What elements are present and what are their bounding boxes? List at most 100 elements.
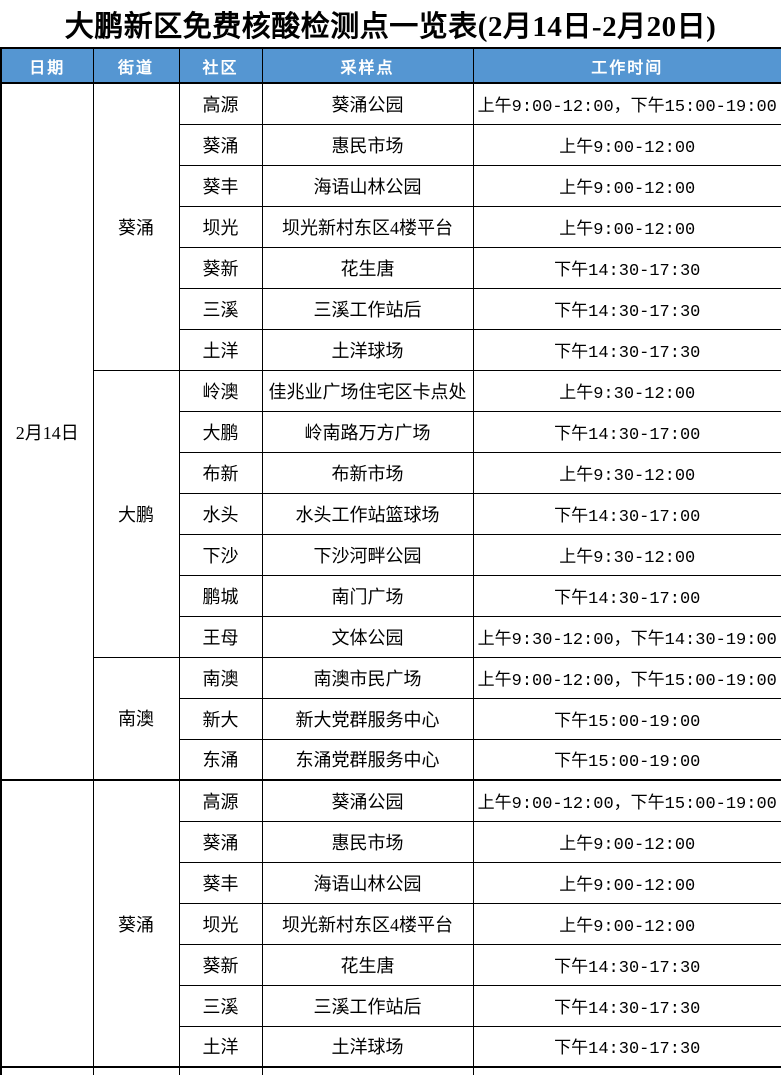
community-cell: 大鹏 <box>178 410 263 453</box>
street-cell: 南澳 <box>92 656 180 781</box>
table-row: 布新 布新市场 上午9:30-12:00 <box>1 451 781 494</box>
hours-cell: 下午14:30-17:30 <box>472 328 781 371</box>
community-cell: 坝光 <box>178 902 263 945</box>
table-row: 大鹏 岭南路万方广场 下午14:30-17:00 <box>1 410 781 453</box>
community-cell: 葵新 <box>178 943 263 986</box>
hours-cell: 上午9:00-12:00，下午15:00-19:00 <box>472 82 781 125</box>
site-cell: 花生唐 <box>261 246 474 289</box>
community-cell: 坝光 <box>178 205 263 248</box>
site-cell: 新大党群服务中心 <box>261 697 474 740</box>
date-cell <box>0 1066 94 1075</box>
table-row: 2月14日 葵涌 高源 葵涌公园 上午9:00-12:00，下午15:00-19:00 <box>0 82 781 781</box>
table-row: 大鹏 岭澳 佳兆业广场住宅区卡点处 上午9:30-12:00 <box>1 369 781 658</box>
site-cell: 三溪工作站后 <box>261 287 474 330</box>
community-cell: 土洋 <box>178 1025 263 1068</box>
hours-cell: 下午14:30-17:00 <box>472 492 781 535</box>
site-cell: 惠民市场 <box>261 123 474 166</box>
site-cell: 葵涌公园 <box>261 82 474 125</box>
table-row: 土洋 土洋球场 下午14:30-17:30 <box>1 328 781 371</box>
hours-cell: 上午9:00-12:00 <box>472 861 781 904</box>
hours-cell: 下午14:30-17:30 <box>472 1025 781 1068</box>
site-cell: 东涌党群服务中心 <box>261 738 474 781</box>
hours-cell: 上午9:30-12:00，下午14:30-19:00 <box>472 615 781 658</box>
site-cell: 南门广场 <box>261 574 474 617</box>
site-cell: 惠民市场 <box>261 820 474 863</box>
table-row: 土洋 土洋球场 下午14:30-17:30 <box>1 1025 781 1068</box>
street-cell: 葵涌 <box>92 779 180 1068</box>
table-row: 王母 文体公园 上午9:30-12:00，下午14:30-19:00 <box>1 615 781 658</box>
table-row: 葵新 花生唐 下午14:30-17:30 <box>1 943 781 986</box>
table-row: 葵涌 高源 葵涌公园 上午9:00-12:00，下午15:00-19:00 <box>0 779 781 1068</box>
community-cell: 三溪 <box>178 287 263 330</box>
community-cell: 水头 <box>178 492 263 535</box>
testing-sites-table: 日期 街道 社区 采样点 工作时间 2月14日 葵涌 高源 葵涌公园 上午9:00-12… <box>0 47 781 1075</box>
column-header-site: 采样点 <box>261 47 474 84</box>
site-cell: 文体公园 <box>261 615 474 658</box>
hours-cell: 上午9:00-12:00 <box>472 205 781 248</box>
hours-cell: 下午15:00-19:00 <box>472 738 781 781</box>
hours-cell: 上午9:00-12:00 <box>472 902 781 945</box>
site-cell: 海语山林公园 <box>261 164 474 207</box>
site-cell: 花生唐 <box>261 943 474 986</box>
hours-cell: 上午9:00-12:00，下午15:00-19:00 <box>472 779 781 822</box>
site-cell: 土洋球场 <box>261 328 474 371</box>
site-cell: 下沙河畔公园 <box>261 533 474 576</box>
community-cell: 土洋 <box>178 328 263 371</box>
table-row: 下沙 下沙河畔公园 上午9:30-12:00 <box>1 533 781 576</box>
date-cell <box>0 779 94 1068</box>
table-row: 葵新 花生唐 下午14:30-17:30 <box>1 246 781 289</box>
hours-cell: 上午9:00-12:00 <box>472 820 781 863</box>
hours-cell <box>472 1066 781 1075</box>
site-cell: 三溪工作站后 <box>261 984 474 1027</box>
hours-cell: 上午9:30-12:00 <box>472 533 781 576</box>
column-header-hours: 工作时间 <box>472 47 781 84</box>
community-cell <box>178 1066 263 1075</box>
site-cell: 坝光新村东区4楼平台 <box>261 902 474 945</box>
table-row: 坝光 坝光新村东区4楼平台 上午9:00-12:00 <box>1 902 781 945</box>
site-cell: 佳兆业广场住宅区卡点处 <box>261 369 474 412</box>
community-cell: 王母 <box>178 615 263 658</box>
hours-cell: 上午9:30-12:00 <box>472 369 781 412</box>
community-cell: 岭澳 <box>178 369 263 412</box>
header-row: 日期 街道 社区 采样点 工作时间 <box>0 47 781 84</box>
page-title: 大鹏新区免费核酸检测点一览表(2月14日-2月20日) <box>64 10 717 43</box>
site-cell: 土洋球场 <box>261 1025 474 1068</box>
street-cell: 葵涌 <box>92 82 180 371</box>
community-cell: 葵丰 <box>178 861 263 904</box>
site-cell: 水头工作站篮球场 <box>261 492 474 535</box>
street-cell: 大鹏 <box>92 369 180 658</box>
community-cell: 三溪 <box>178 984 263 1027</box>
hours-cell: 下午14:30-17:30 <box>472 246 781 289</box>
community-cell: 鹏城 <box>178 574 263 617</box>
community-cell: 新大 <box>178 697 263 740</box>
hours-cell: 下午15:00-19:00 <box>472 697 781 740</box>
hours-cell: 下午14:30-17:30 <box>472 943 781 986</box>
community-cell: 东涌 <box>178 738 263 781</box>
hours-cell: 下午14:30-17:00 <box>472 410 781 453</box>
community-cell: 下沙 <box>178 533 263 576</box>
site-cell: 岭南路万方广场 <box>261 410 474 453</box>
table-row: 坝光 坝光新村东区4楼平台 上午9:00-12:00 <box>1 205 781 248</box>
site-cell: 坝光新村东区4楼平台 <box>261 205 474 248</box>
community-cell: 高源 <box>178 779 263 822</box>
street-cell <box>92 1066 180 1075</box>
hours-cell: 上午9:00-12:00 <box>472 164 781 207</box>
table-row: 鹏城 南门广场 下午14:30-17:00 <box>1 574 781 617</box>
site-cell: 葵涌公园 <box>261 779 474 822</box>
hours-cell: 上午9:00-12:00 <box>472 123 781 166</box>
community-cell: 布新 <box>178 451 263 494</box>
community-cell: 葵涌 <box>178 123 263 166</box>
site-cell: 南澳市民广场 <box>261 656 474 699</box>
community-cell: 葵丰 <box>178 164 263 207</box>
community-cell: 南澳 <box>178 656 263 699</box>
site-cell: 海语山林公园 <box>261 861 474 904</box>
site-cell: 布新市场 <box>261 451 474 494</box>
column-header-date: 日期 <box>0 47 94 84</box>
community-cell: 葵新 <box>178 246 263 289</box>
date-cell: 2月14日 <box>0 82 94 781</box>
hours-cell: 下午14:30-17:00 <box>472 574 781 617</box>
hours-cell: 上午9:30-12:00 <box>472 451 781 494</box>
community-cell: 高源 <box>178 82 263 125</box>
column-header-street: 街道 <box>92 47 180 84</box>
hours-cell: 上午9:00-12:00，下午15:00-19:00 <box>472 656 781 699</box>
